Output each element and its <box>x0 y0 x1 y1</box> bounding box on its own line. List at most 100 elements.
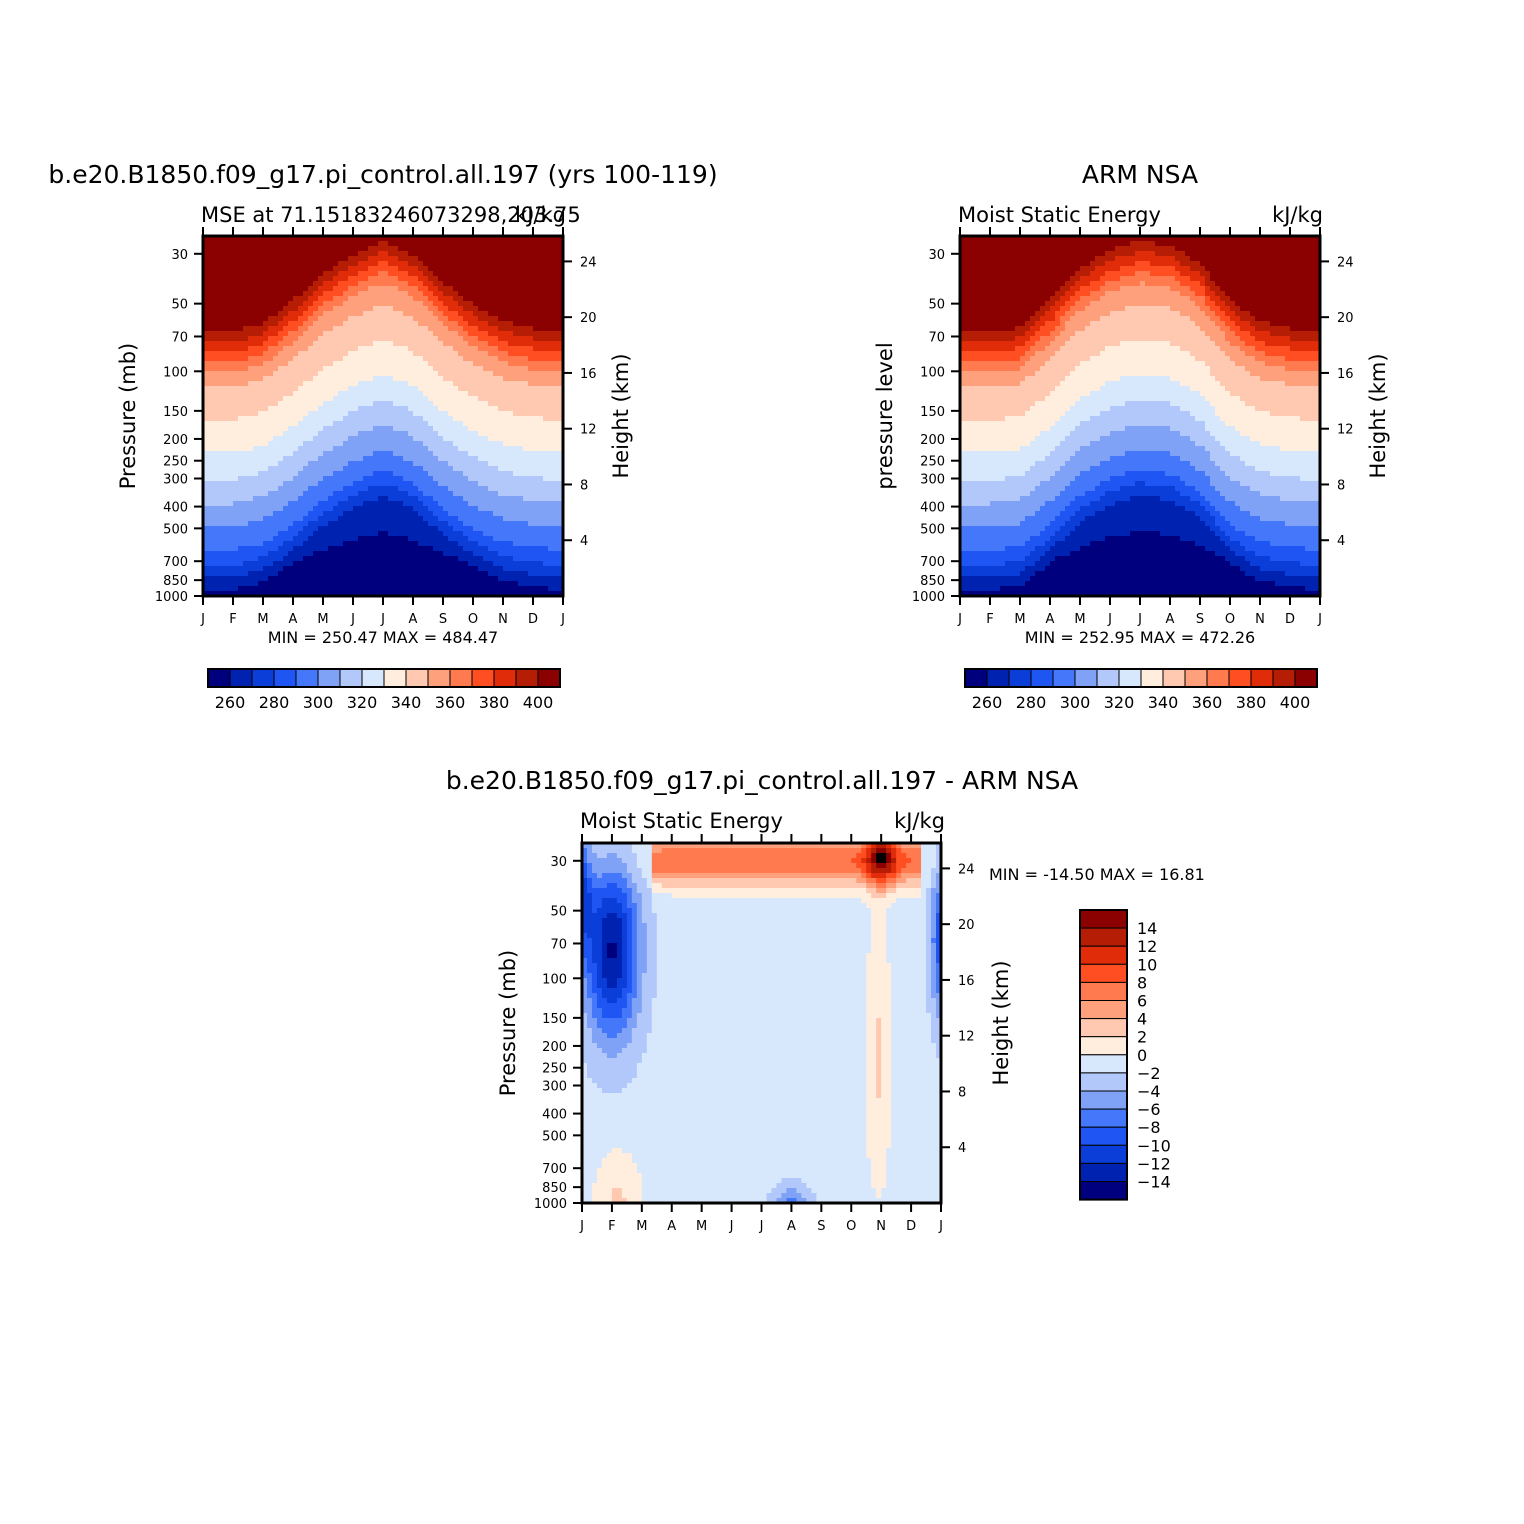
contour-cell <box>273 291 279 297</box>
contour-cell <box>333 481 339 487</box>
contour-cell <box>398 316 404 322</box>
contour-cell <box>508 566 514 572</box>
contour-cell <box>308 576 314 582</box>
contour-cell <box>378 576 384 582</box>
contour-cell <box>538 376 544 382</box>
contour-cell <box>413 331 419 337</box>
contour-cell <box>433 401 439 407</box>
contour-cell <box>248 261 254 267</box>
contour-cell <box>553 341 559 347</box>
contour-cell <box>328 486 334 492</box>
contour-cell <box>483 326 489 332</box>
contour-cell <box>213 411 219 417</box>
contour-cell <box>543 251 549 257</box>
contour-cell <box>223 541 229 547</box>
contour-cell <box>523 371 529 377</box>
contour-cell <box>553 391 559 397</box>
contour-cell <box>538 341 544 347</box>
contour-cell <box>513 571 519 577</box>
contour-cell <box>228 571 234 577</box>
contour-cell <box>213 436 219 442</box>
contour-cell <box>308 551 314 557</box>
contour-cell <box>258 526 264 532</box>
contour-cell <box>378 236 384 242</box>
contour-cell <box>298 326 304 332</box>
contour-cell <box>323 276 329 282</box>
contour-cell <box>413 261 419 267</box>
contour-cell <box>293 326 299 332</box>
contour-cell <box>308 471 314 477</box>
contour-cell <box>263 371 269 377</box>
contour-cell <box>283 461 289 467</box>
contour-cell <box>273 341 279 347</box>
contour-cell <box>523 356 529 362</box>
contour-cell <box>298 276 304 282</box>
contour-cell <box>268 481 274 487</box>
contour-cell <box>313 546 319 552</box>
contour-cell <box>418 456 424 462</box>
contour-cell <box>363 236 369 242</box>
contour-cell <box>278 261 284 267</box>
contour-cell <box>423 331 429 337</box>
contour-cell <box>553 556 559 562</box>
contour-cell <box>303 341 309 347</box>
contour-cell <box>363 281 369 287</box>
contour-cell <box>558 376 564 382</box>
contour-cell <box>298 466 304 472</box>
contour-cell <box>383 576 389 582</box>
contour-cell <box>533 251 539 257</box>
contour-cell <box>398 361 404 367</box>
contour-cell <box>508 461 514 467</box>
contour-cell <box>343 296 349 302</box>
contour-cell <box>218 506 224 512</box>
contour-cell <box>478 566 484 572</box>
contour-cell <box>458 391 464 397</box>
contour-cell <box>358 241 364 247</box>
contour-cell <box>243 266 249 272</box>
contour-cell <box>298 296 304 302</box>
contour-cell <box>298 316 304 322</box>
contour-cell <box>528 451 534 457</box>
contour-cell <box>458 381 464 387</box>
contour-cell <box>328 316 334 322</box>
contour-cell <box>253 381 259 387</box>
contour-cell <box>313 291 319 297</box>
contour-cell <box>518 536 524 542</box>
contour-cell <box>488 496 494 502</box>
contour-cell <box>418 556 424 562</box>
contour-cell <box>363 331 369 337</box>
contour-cell <box>518 371 524 377</box>
contour-cell <box>498 246 504 252</box>
contour-cell <box>348 536 354 542</box>
contour-cell <box>313 306 319 312</box>
contour-cell <box>413 556 419 562</box>
contour-cell <box>518 491 524 497</box>
contour-cell <box>288 341 294 347</box>
contour-cell <box>483 516 489 522</box>
contour-cell <box>508 551 514 557</box>
contour-cell <box>438 306 444 312</box>
contour-cell <box>443 386 449 392</box>
contour-cell <box>373 536 379 542</box>
contour-cell <box>383 496 389 502</box>
contour-cell <box>413 276 419 282</box>
contour-cell <box>523 431 529 437</box>
contour-cell <box>528 246 534 252</box>
contour-cell <box>518 461 524 467</box>
contour-cell <box>533 351 539 357</box>
contour-cell <box>293 571 299 577</box>
contour-cell <box>248 346 254 352</box>
contour-cell <box>503 361 509 367</box>
contour-cell <box>538 346 544 352</box>
contour-cell <box>308 501 314 507</box>
contour-cell <box>328 476 334 482</box>
contour-cell <box>333 521 339 527</box>
contour-cell <box>278 461 284 467</box>
contour-cell <box>518 431 524 437</box>
contour-cell <box>483 276 489 282</box>
contour-cell <box>233 246 239 252</box>
contour-cell <box>528 461 534 467</box>
contour-cell <box>428 266 434 272</box>
contour-cell <box>348 341 354 347</box>
contour-cell <box>323 366 329 372</box>
